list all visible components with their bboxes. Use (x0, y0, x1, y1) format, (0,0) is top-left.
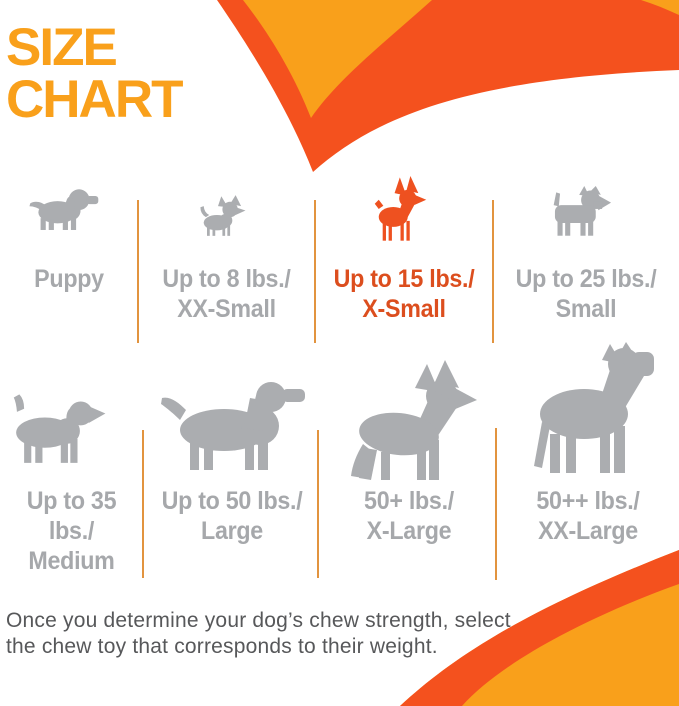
size-label-puppy: Puppy (5, 264, 133, 294)
footer-note-line2: the chew toy that corresponds to their w… (6, 635, 438, 658)
weight-text: Up to 25 lbs./ (515, 265, 657, 293)
size-text: X-Large (366, 517, 452, 545)
column-divider (492, 200, 494, 343)
page-title-line1: SIZE (6, 18, 118, 77)
page-title-line2: CHART (6, 70, 183, 129)
labrador-silhouette-icon (161, 382, 305, 470)
column-divider (495, 428, 497, 580)
shepherd-silhouette-icon (351, 360, 477, 480)
size-label-xx-small: Up to 8 lbs./ XX-Small (144, 264, 309, 324)
column-divider (142, 430, 144, 578)
size-text: XX-Large (538, 517, 638, 545)
weight-text: 50+ lbs./ (364, 487, 454, 515)
size-text: XX-Small (177, 295, 276, 323)
weight-text: 50++ lbs./ (536, 487, 640, 515)
size-label-medium: Up to 35 lbs./ Medium (5, 486, 138, 576)
footer-note-line1: Once you determine your dog’s chew stren… (6, 609, 511, 632)
weight-text: Up to 8 lbs./ (162, 265, 291, 293)
weight-text: Up to 35 lbs./ (26, 487, 117, 545)
size-text: Medium (28, 547, 115, 575)
miniature-pinscher-silhouette-icon (374, 176, 427, 241)
weight-text: Puppy (34, 265, 104, 293)
size-label-xx-large: 50++ lbs./ XX-Large (503, 486, 672, 546)
weight-text: Up to 50 lbs./ (161, 487, 303, 515)
great-dane-silhouette-icon (534, 342, 654, 473)
size-text: Small (555, 295, 617, 323)
size-text: X-Small (362, 295, 446, 323)
size-label-x-small-highlighted: Up to 15 lbs./ X-Small (321, 264, 487, 324)
column-divider (317, 430, 319, 578)
page-title: SIZE CHART (6, 18, 183, 129)
chihuahua-silhouette-icon (200, 195, 246, 236)
terrier-silhouette-icon (553, 186, 612, 236)
weight-text: Up to 15 lbs./ (333, 265, 475, 293)
footer-note: Once you determine your dog’s chew stren… (6, 608, 511, 660)
size-label-large: Up to 50 lbs./ Large (149, 486, 315, 546)
size-label-x-large: 50+ lbs./ X-Large (327, 486, 491, 546)
column-divider (314, 200, 316, 343)
column-divider (137, 200, 139, 343)
puppy-silhouette-icon (29, 189, 99, 230)
beagle-silhouette-icon (13, 394, 106, 463)
size-text: Large (201, 517, 263, 545)
size-label-small: Up to 25 lbs./ Small (500, 264, 673, 324)
